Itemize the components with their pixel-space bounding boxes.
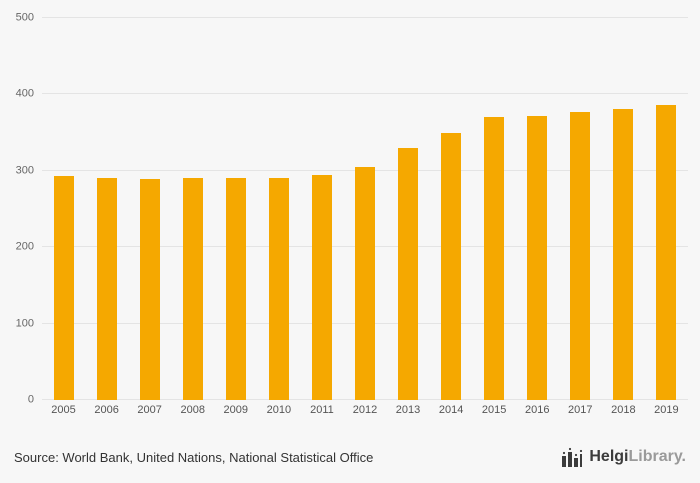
- bar-2012: [354, 166, 375, 400]
- helgi-library-logo: HelgiLibrary.: [561, 447, 686, 467]
- x-axis-tick-label: 2011: [310, 404, 334, 416]
- bar-slot: [343, 18, 386, 400]
- x-axis-tick-label: 2014: [438, 404, 464, 416]
- y-axis-tick-label: 200: [15, 240, 34, 253]
- x-axis-tick-label: 2010: [266, 404, 292, 416]
- bar-slot: [473, 18, 516, 400]
- x-axis-tick-label: 2006: [94, 404, 119, 416]
- x-axis-tick-label: 2015: [481, 404, 507, 416]
- bar-2005: [53, 176, 74, 400]
- bar-slot: [559, 18, 602, 400]
- plot-area: 0 100 200 300 400 500: [16, 12, 688, 405]
- gridline: [42, 17, 688, 18]
- y-axis-tick-label: 300: [15, 164, 34, 177]
- gridline: [42, 93, 688, 95]
- bar-2017: [570, 111, 591, 400]
- bar-slot: [300, 18, 343, 400]
- x-axis-tick-label: 2005: [51, 404, 76, 416]
- y-axis-tick-label: 400: [15, 87, 34, 100]
- logo-text-suffix: .: [681, 448, 686, 465]
- bar-slot: [257, 18, 300, 400]
- bar-slot: [42, 18, 85, 400]
- bar-slot: [645, 18, 688, 400]
- source-attribution: Source: World Bank, United Nations, Nati…: [14, 449, 374, 465]
- x-axis-tick-label: 2019: [654, 404, 679, 416]
- bar-2014: [441, 132, 462, 400]
- bar-2016: [527, 115, 548, 400]
- x-axis-tick-label: 2017: [568, 404, 593, 416]
- bar-2006: [96, 178, 117, 400]
- y-axis-tick-label: 500: [15, 11, 34, 24]
- logo-text-secondary: Library: [628, 448, 682, 465]
- bar-2010: [268, 177, 289, 400]
- bar-2009: [225, 177, 246, 400]
- x-axis-tick-label: 2007: [137, 404, 162, 416]
- x-axis-tick-label: 2013: [395, 404, 421, 416]
- bar-slot: [602, 18, 645, 400]
- x-axis-tick-label: 2009: [223, 404, 249, 416]
- x-axis-tick-label: 2018: [611, 404, 636, 416]
- logo-text: HelgiLibrary.: [589, 449, 686, 465]
- bar-chart: 0 100 200 300 400 500 2005 2006 2007 2008 2009 201…: [16, 12, 688, 416]
- logo-text-primary: Helgi: [589, 448, 629, 465]
- bar-slot: [171, 18, 214, 400]
- bar-slot: [430, 18, 473, 400]
- x-axis: 2005 2006 2007 2008 2009 2010 2011 2012 2013 2014…: [42, 404, 688, 416]
- bar-2013: [398, 147, 419, 400]
- y-axis-tick-label: 100: [15, 317, 34, 330]
- x-axis-tick-label: 2008: [180, 404, 205, 416]
- bar-slot: [85, 18, 128, 400]
- x-axis-tick-label: 2016: [524, 404, 550, 416]
- bar-2018: [613, 108, 634, 400]
- bar-chart-icon: [562, 447, 583, 467]
- bar-slot: [214, 18, 257, 400]
- bar-slot: [128, 18, 171, 400]
- y-axis-tick-label: 0: [27, 393, 34, 406]
- bar-2011: [311, 174, 332, 400]
- bar-slot: [387, 18, 430, 400]
- bar-series: [42, 18, 688, 400]
- bar-2019: [656, 105, 677, 400]
- bar-2015: [484, 117, 505, 400]
- bar-2008: [182, 178, 203, 400]
- x-axis-tick-label: 2012: [352, 404, 378, 416]
- footer: Source: World Bank, United Nations, Nati…: [0, 431, 700, 483]
- bar-2007: [139, 179, 160, 400]
- bar-slot: [516, 18, 559, 400]
